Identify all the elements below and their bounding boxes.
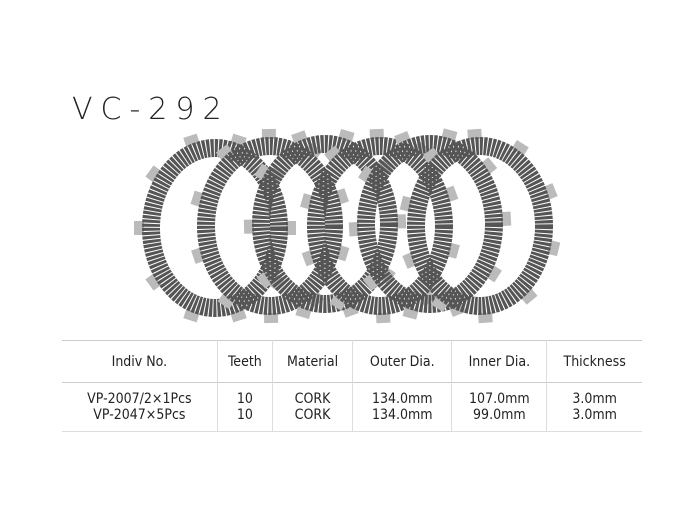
plate-tooth	[217, 293, 235, 310]
header-indiv-no: Indiv No.	[111, 353, 168, 370]
plate-tooth	[145, 273, 162, 291]
clutch-plate	[399, 128, 561, 324]
plate-tooth	[431, 296, 449, 313]
cell-material: CORK	[271, 407, 353, 432]
plate-tooth	[348, 221, 360, 237]
clutch-plate	[190, 128, 350, 324]
plate-tooth	[485, 265, 502, 283]
clutch-plates-image	[134, 128, 561, 324]
cell-outer-dia: 134.0mm	[352, 382, 452, 407]
plate-friction-ring	[142, 139, 288, 317]
plate-tooth	[446, 242, 460, 259]
plate-tooth	[286, 221, 296, 235]
plate-tooth	[134, 221, 144, 235]
plate-tooth	[261, 128, 276, 140]
plate-tooth	[369, 128, 384, 140]
plate-tooth	[362, 273, 380, 291]
cell-material: CORK	[271, 382, 353, 407]
plate-tooth	[520, 288, 538, 305]
cell-indiv-no: VP-2047×5Pcs	[93, 407, 186, 423]
plate-tooth	[478, 312, 493, 324]
plate-tooth	[511, 139, 529, 156]
header-outer-dia: Outer Dia.	[352, 340, 452, 383]
plate-tooth	[395, 214, 407, 229]
plate-tooth	[215, 144, 234, 161]
plate-tooth	[243, 219, 255, 234]
cell-inner-dia: 107.0mm	[451, 382, 547, 407]
plate-tooth	[399, 195, 413, 212]
clutch-plate	[300, 128, 460, 324]
product-code-title: VC-292	[72, 92, 230, 127]
header-teeth: Teeth	[216, 340, 273, 383]
cell-thickness: 3.0mm	[546, 382, 642, 407]
cell-outer-dia: 134.0mm	[352, 407, 452, 432]
clutch-plate	[243, 128, 407, 320]
table-row: VP-2007/2×1Pcs 10 CORK 134.0mm 107.0mm 3…	[62, 382, 642, 407]
header-thickness: Thickness	[546, 340, 642, 383]
plate-tooth	[338, 128, 355, 143]
plate-tooth	[467, 128, 482, 140]
plate-tooth	[254, 163, 271, 181]
plate-tooth	[145, 165, 162, 183]
plate-tooth	[500, 211, 512, 227]
plate-tooth	[329, 294, 347, 311]
header-material: Material	[271, 340, 353, 383]
cell-thickness: 3.0mm	[546, 407, 642, 432]
plate-friction-ring	[357, 135, 503, 313]
table-row: VP-2047×5Pcs 10 CORK 134.0mm 99.0mm 3.0m…	[62, 407, 642, 432]
header-inner-dia: Inner Dia.	[451, 340, 547, 383]
plate-tooth	[256, 271, 274, 289]
spec-table: Indiv No. Teeth Material Outer Dia. Inne…	[62, 340, 642, 432]
plate-tooth	[422, 147, 440, 164]
plate-friction-ring	[252, 135, 398, 313]
cell-teeth: 10	[216, 407, 273, 432]
plate-tooth	[305, 142, 323, 159]
cell-teeth: 10	[216, 382, 273, 407]
plate-tooth	[264, 312, 279, 324]
plate-tooth	[480, 157, 498, 175]
plate-friction-ring	[197, 137, 343, 315]
plate-tooth	[230, 308, 247, 323]
plate-friction-ring	[307, 137, 453, 315]
plate-tooth	[358, 165, 375, 183]
plate-tooth	[324, 145, 342, 163]
table-header-row: Indiv No. Teeth Material Outer Dia. Inne…	[62, 340, 642, 383]
plate-tooth	[376, 312, 391, 324]
cell-indiv-no: VP-2007/2×1Pcs	[87, 391, 192, 407]
clutch-plate	[348, 128, 512, 320]
cell-inner-dia: 99.0mm	[451, 407, 547, 432]
plate-friction-ring	[407, 137, 553, 315]
